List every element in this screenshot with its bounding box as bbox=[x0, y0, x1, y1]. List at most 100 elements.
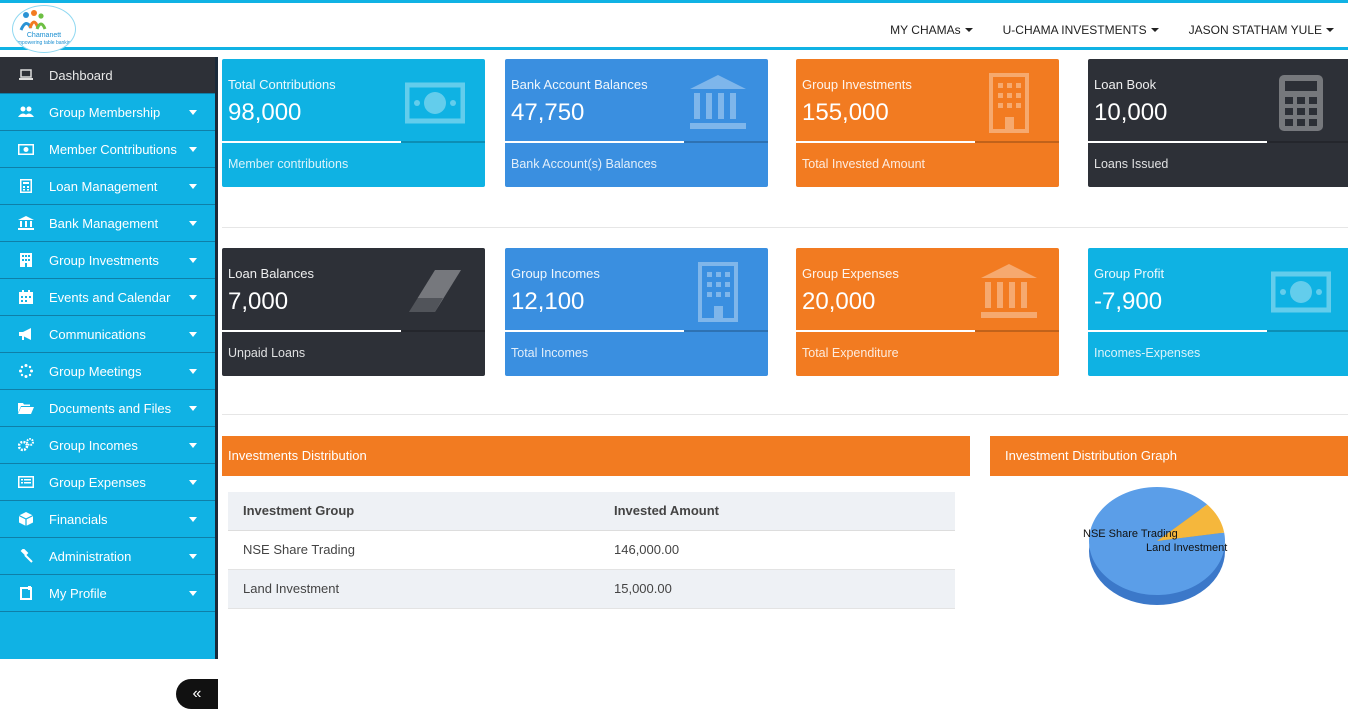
top-nav-menu: MY CHAMAs U-CHAMA INVESTMENTS JASON STAT… bbox=[890, 23, 1334, 37]
money-icon bbox=[405, 82, 465, 124]
card-group-incomes[interactable]: Group Incomes 12,100 Total Incomes bbox=[505, 248, 768, 376]
caret-down-icon bbox=[1150, 28, 1159, 32]
card-value: 98,000 bbox=[228, 99, 302, 126]
card-progress-track bbox=[796, 330, 1059, 332]
card-value: -7,900 bbox=[1094, 288, 1163, 315]
card-progress-track bbox=[222, 330, 485, 332]
card-loan-balances[interactable]: Loan Balances 7,000 Unpaid Loans bbox=[222, 248, 485, 376]
card-progress-track bbox=[1088, 141, 1348, 143]
card-group-expenses[interactable]: Group Expenses 20,000 Total Expenditure bbox=[796, 248, 1059, 376]
card-progress-track bbox=[796, 141, 1059, 143]
users-icon bbox=[18, 104, 34, 120]
caret-down-icon bbox=[189, 110, 197, 115]
sidebar-item-label: Group Investments bbox=[49, 252, 159, 268]
pie-label: NSE Share Trading bbox=[1083, 528, 1178, 540]
card-group-investments[interactable]: Group Investments 155,000 Total Invested… bbox=[796, 59, 1059, 187]
sidebar-collapse-button[interactable]: « bbox=[176, 679, 218, 709]
spinner-icon bbox=[18, 363, 34, 379]
sidebar-item-documents-files[interactable]: Documents and Files bbox=[0, 390, 215, 427]
card-value: 12,100 bbox=[511, 288, 585, 315]
sidebar-item-label: Group Meetings bbox=[49, 363, 142, 379]
sidebar-item-financials[interactable]: Financials bbox=[0, 501, 215, 538]
card-footer: Bank Account(s) Balances bbox=[511, 157, 657, 171]
card-loan-book[interactable]: Loan Book 10,000 Loans Issued bbox=[1088, 59, 1348, 187]
user-square-icon bbox=[18, 585, 34, 601]
building-icon bbox=[18, 252, 34, 268]
card-progress-fill bbox=[222, 330, 401, 332]
card-progress-fill bbox=[222, 141, 401, 143]
sidebar-item-bank-management[interactable]: Bank Management bbox=[0, 205, 215, 242]
section-divider bbox=[222, 414, 1348, 415]
card-title: Total Contributions bbox=[228, 77, 336, 92]
caret-down-icon bbox=[964, 28, 973, 32]
cogs-icon bbox=[18, 437, 34, 453]
investment-group-cell: NSE Share Trading bbox=[228, 530, 599, 570]
sidebar-item-events-calendar[interactable]: Events and Calendar bbox=[0, 279, 215, 316]
card-total-contributions[interactable]: Total Contributions 98,000 Member contri… bbox=[222, 59, 485, 187]
sidebar-item-label: My Profile bbox=[49, 585, 107, 601]
user-menu-dropdown[interactable]: JASON STATHAM YULE bbox=[1189, 23, 1334, 37]
table-row[interactable]: Land Investment 15,000.00 bbox=[228, 569, 955, 609]
sidebar-item-group-investments[interactable]: Group Investments bbox=[0, 242, 215, 279]
cube-icon bbox=[18, 511, 34, 527]
card-progress-fill bbox=[1088, 141, 1267, 143]
card-group-profit[interactable]: Group Profit -7,900 Incomes-Expenses bbox=[1088, 248, 1348, 376]
sidebar-item-administration[interactable]: Administration bbox=[0, 538, 215, 575]
my-chamas-dropdown[interactable]: MY CHAMAs bbox=[890, 23, 973, 37]
app-logo[interactable]: Chamanett Empowering table banking bbox=[12, 5, 76, 53]
card-footer: Total Expenditure bbox=[802, 346, 899, 360]
sidebar-item-loan-management[interactable]: Loan Management bbox=[0, 168, 215, 205]
section-divider bbox=[222, 227, 1348, 228]
invested-amount-cell: 15,000.00 bbox=[599, 569, 955, 609]
sidebar-item-group-meetings[interactable]: Group Meetings bbox=[0, 353, 215, 390]
gavel-icon bbox=[18, 548, 34, 564]
sidebar-item-my-profile[interactable]: My Profile bbox=[0, 575, 215, 612]
sidebar-item-label: Member Contributions bbox=[49, 141, 177, 157]
caret-down-icon bbox=[189, 369, 197, 374]
investments-distribution-header: Investments Distribution bbox=[222, 436, 970, 476]
table-row[interactable]: NSE Share Trading 146,000.00 bbox=[228, 530, 955, 570]
card-footer: Unpaid Loans bbox=[228, 346, 306, 360]
card-title: Bank Account Balances bbox=[511, 77, 648, 92]
sidebar-item-group-expenses[interactable]: Group Expenses bbox=[0, 464, 215, 501]
table-header-row: Investment Group Invested Amount bbox=[228, 492, 955, 531]
column-header[interactable]: Invested Amount bbox=[599, 492, 955, 531]
pie-slice-land-investment[interactable] bbox=[1157, 504, 1225, 541]
card-title: Group Incomes bbox=[511, 266, 600, 281]
card-title: Loan Book bbox=[1094, 77, 1157, 92]
caret-down-icon bbox=[189, 443, 197, 448]
sidebar-item-member-contributions[interactable]: Member Contributions bbox=[0, 131, 215, 168]
sidebar-item-label: Group Incomes bbox=[49, 437, 138, 453]
sidebar-item-dashboard[interactable]: Dashboard bbox=[0, 57, 215, 94]
calculator-icon bbox=[18, 178, 34, 194]
sidebar-item-label: Documents and Files bbox=[49, 400, 172, 416]
caret-down-icon bbox=[189, 332, 197, 337]
card-title: Loan Balances bbox=[228, 266, 315, 281]
invested-amount-cell: 146,000.00 bbox=[599, 530, 955, 570]
card-progress-fill bbox=[796, 330, 975, 332]
sidebar-item-label: Group Expenses bbox=[49, 474, 146, 490]
folder-open-icon bbox=[18, 400, 34, 416]
sidebar-item-label: Financials bbox=[49, 511, 108, 527]
card-value: 7,000 bbox=[228, 288, 289, 315]
card-progress-fill bbox=[505, 330, 684, 332]
sidebar-item-communications[interactable]: Communications bbox=[0, 316, 215, 353]
card-footer: Member contributions bbox=[228, 157, 349, 171]
card-bank-account-balances[interactable]: Bank Account Balances 47,750 Bank Accoun… bbox=[505, 59, 768, 187]
chama-selector-dropdown[interactable]: U-CHAMA INVESTMENTS bbox=[1003, 23, 1159, 37]
bank-icon bbox=[18, 215, 34, 231]
dashboard-main: Total Contributions 98,000 Member contri… bbox=[222, 57, 1348, 659]
calendar-icon bbox=[18, 289, 34, 305]
caret-down-icon bbox=[189, 554, 197, 559]
caret-down-icon bbox=[189, 147, 197, 152]
logo-figures-icon bbox=[19, 10, 47, 31]
card-progress-track bbox=[505, 141, 768, 143]
column-header[interactable]: Investment Group bbox=[228, 492, 599, 531]
card-title: Group Investments bbox=[802, 77, 912, 92]
top-navbar: Chamanett Empowering table banking MY CH… bbox=[0, 0, 1348, 53]
sidebar-item-group-membership[interactable]: Group Membership bbox=[0, 94, 215, 131]
nav-label: U-CHAMA INVESTMENTS bbox=[1002, 23, 1147, 37]
card-footer: Loans Issued bbox=[1094, 157, 1169, 171]
card-progress-track bbox=[1088, 330, 1348, 332]
sidebar-item-group-incomes[interactable]: Group Incomes bbox=[0, 427, 215, 464]
